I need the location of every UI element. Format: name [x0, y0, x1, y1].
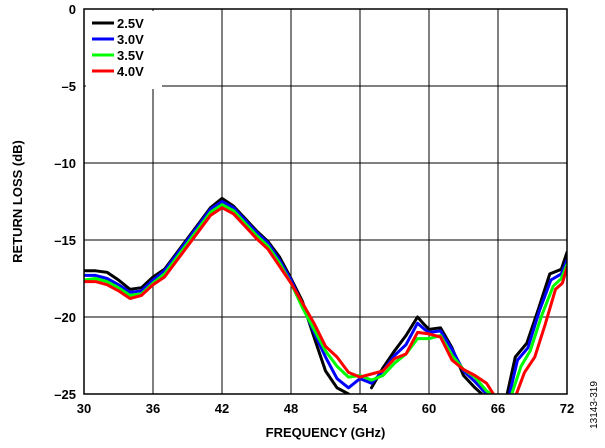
x-tick-label-30: 30 [77, 401, 91, 416]
x-tick-label-60: 60 [422, 401, 436, 416]
y-axis-label: RETURN LOSS (dB) [10, 140, 25, 263]
y-tick-label-2: –10 [54, 156, 76, 171]
series-3.0V [84, 200, 567, 394]
x-tick-labels: 30 36 42 48 54 60 66 72 [77, 401, 574, 416]
plot-frame [83, 8, 568, 395]
series-line-3.0V-0 [84, 200, 488, 394]
series-layer [84, 196, 567, 394]
figure-id: 13143-319 [589, 381, 600, 429]
legend-label-3.0V: 3.0V [117, 32, 144, 47]
series-line-2.5V-2 [505, 250, 567, 394]
x-tick-label-54: 54 [353, 401, 368, 416]
y-tick-label-5: –25 [54, 387, 76, 402]
legend-label-2.5V: 2.5V [117, 16, 144, 31]
y-tick-label-1: –5 [62, 79, 76, 94]
series-4.0V [84, 206, 567, 394]
x-tick-label-36: 36 [146, 401, 160, 416]
legend-label-3.5V: 3.5V [117, 48, 144, 63]
legend-label-4.0V: 4.0V [117, 64, 144, 79]
x-axis-label: FREQUENCY (GHz) [266, 425, 386, 440]
y-tick-label-0: 0 [69, 2, 76, 17]
legend: 2.5V3.0V3.5V4.0V [86, 11, 162, 89]
x-tick-label-72: 72 [560, 401, 574, 416]
series-line-4.0V-1 [514, 266, 567, 394]
series-line-3.5V-1 [510, 263, 567, 394]
x-tick-label-66: 66 [491, 401, 505, 416]
plot-area [84, 9, 567, 394]
y-tick-label-3: –15 [54, 233, 76, 248]
x-tick-label-42: 42 [215, 401, 229, 416]
y-tick-label-4: –20 [54, 310, 76, 325]
x-tick-label-48: 48 [284, 401, 298, 416]
series-line-3.0V-1 [508, 258, 567, 394]
series-line-2.5V-1 [370, 315, 484, 394]
series-line-4.0V-0 [84, 206, 495, 394]
y-tick-labels: 0 –5 –10 –15 –20 –25 [54, 2, 76, 402]
